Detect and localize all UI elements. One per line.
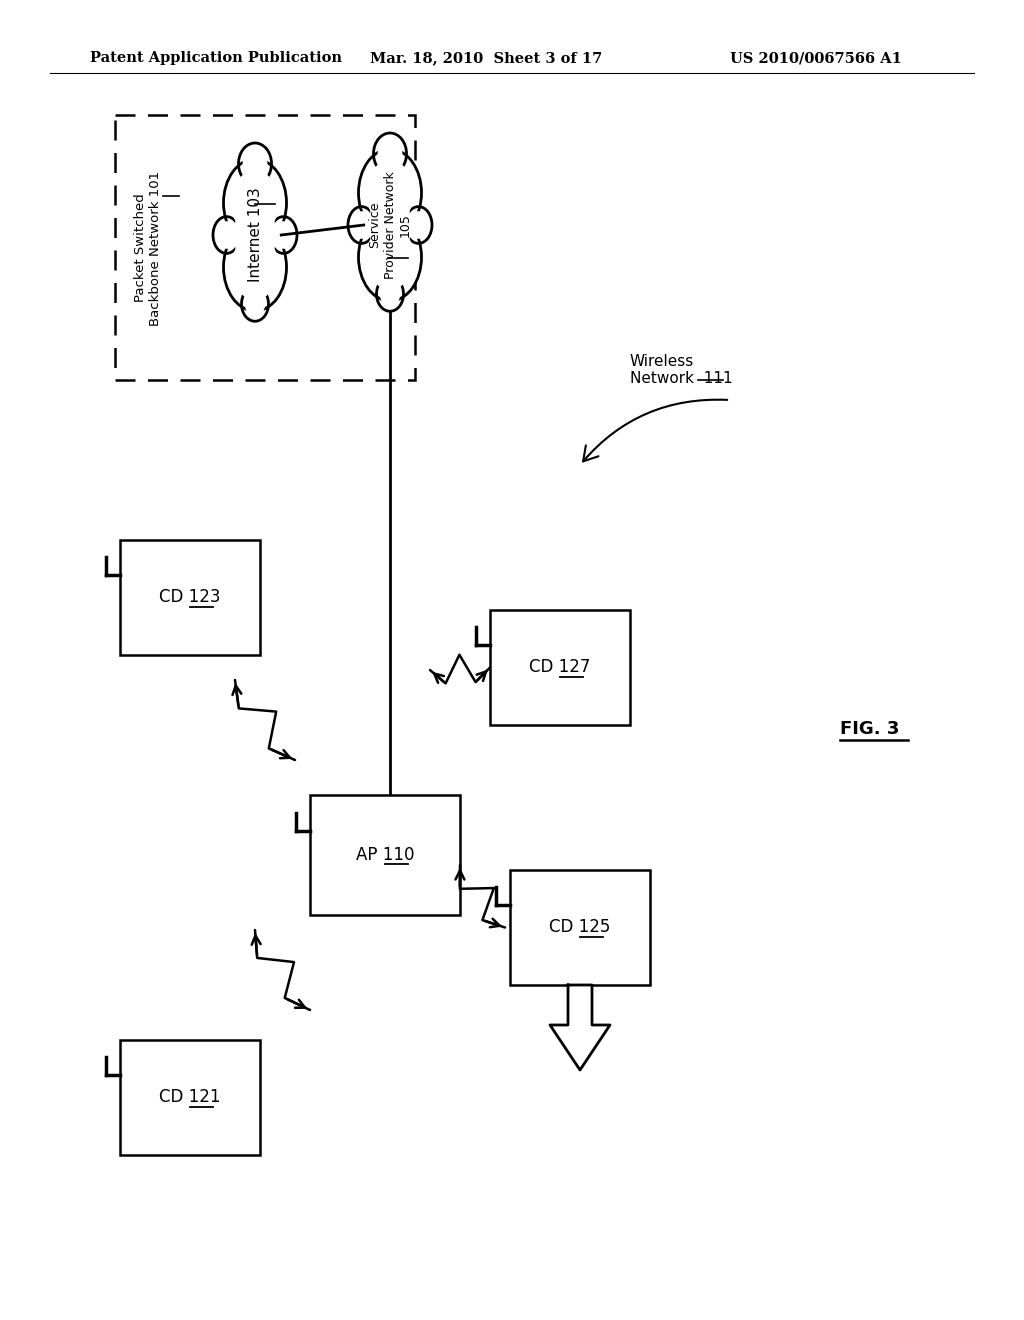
Bar [490,610,630,725]
Ellipse shape [358,149,422,236]
Ellipse shape [380,281,400,308]
Ellipse shape [216,222,237,248]
Ellipse shape [234,191,275,279]
Text: Internet 103: Internet 103 [248,187,262,282]
Ellipse shape [270,216,297,253]
Bar [510,870,650,985]
Ellipse shape [213,216,240,253]
Bar [115,115,415,380]
Ellipse shape [377,277,403,312]
Ellipse shape [242,286,268,321]
Text: CD 121: CD 121 [160,1089,221,1106]
Text: CD 127: CD 127 [529,659,591,676]
Ellipse shape [367,160,414,226]
Text: Service
Provider Network
105: Service Provider Network 105 [369,172,412,279]
Ellipse shape [370,182,411,268]
Ellipse shape [231,235,279,300]
Bar [120,540,260,655]
Polygon shape [550,985,610,1071]
Ellipse shape [409,211,429,239]
Ellipse shape [378,139,402,169]
Ellipse shape [223,160,287,247]
Text: CD 125: CD 125 [549,919,610,936]
Ellipse shape [374,133,407,174]
Ellipse shape [348,207,375,243]
Ellipse shape [239,143,271,185]
Ellipse shape [358,214,422,301]
Ellipse shape [243,148,267,180]
Text: US 2010/0067566 A1: US 2010/0067566 A1 [730,51,902,65]
Ellipse shape [406,207,432,243]
Ellipse shape [367,224,414,290]
Text: Packet Switched
Backbone Network 101: Packet Switched Backbone Network 101 [134,170,162,326]
Text: CD 123: CD 123 [160,589,221,606]
FancyArrowPatch shape [583,400,727,462]
Text: FIG. 3: FIG. 3 [840,719,899,738]
Ellipse shape [351,211,372,239]
Bar [310,795,460,915]
Text: Wireless
Network  111: Wireless Network 111 [630,354,732,387]
Text: Mar. 18, 2010  Sheet 3 of 17: Mar. 18, 2010 Sheet 3 of 17 [370,51,602,65]
Text: AP 110: AP 110 [355,846,415,865]
Bar [120,1040,260,1155]
Ellipse shape [245,292,265,317]
Text: Patent Application Publication: Patent Application Publication [90,51,342,65]
Ellipse shape [223,223,287,312]
Ellipse shape [231,170,279,235]
Ellipse shape [273,222,294,248]
